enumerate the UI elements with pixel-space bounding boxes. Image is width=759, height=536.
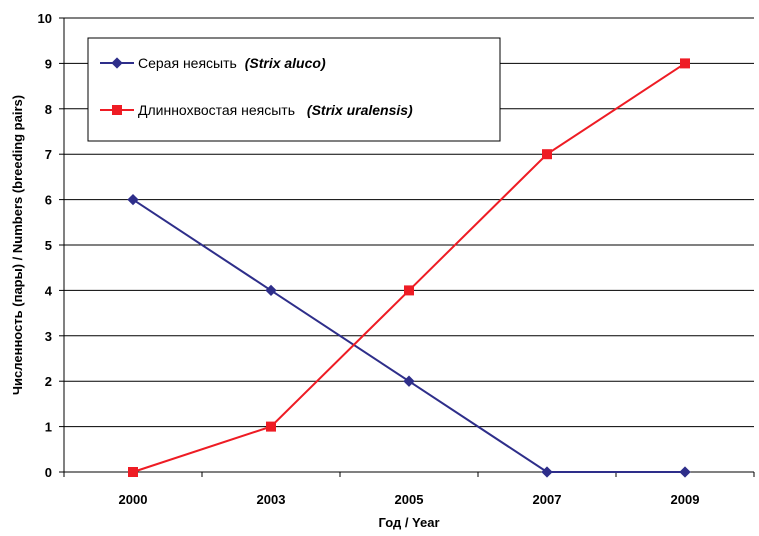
- legend-label-strix-uralensis: Длиннохвостая неясыть (Strix uralensis): [138, 102, 413, 118]
- x-tick-labels: 2000 2003 2005 2007 2009: [63, 472, 755, 507]
- legend: Серая неясыть (Strix aluco) Длиннохвоста…: [87, 37, 501, 142]
- y-tick-label: 5: [45, 238, 52, 253]
- y-tick-label: 0: [45, 465, 52, 480]
- data-point-diamond: [541, 466, 553, 478]
- y-tick-label: 1: [45, 420, 52, 435]
- data-point-diamond: [265, 284, 277, 297]
- y-tick-label: 7: [45, 147, 52, 162]
- legend-box: [87, 37, 501, 142]
- y-tick-label: 6: [45, 193, 52, 208]
- y-tick-label: 9: [45, 56, 52, 71]
- x-tick-label: 2005: [395, 492, 424, 507]
- y-tick-labels: 0 1 2 3 4 5 6 7 8 9 10: [38, 11, 64, 480]
- x-tick-label: 2000: [119, 492, 148, 507]
- y-axis-label: Численность (пары) / Numbers (breeding p…: [10, 95, 25, 395]
- legend-label-strix-aluco: Серая неясыть (Strix aluco): [138, 55, 326, 71]
- legend-name-strix-aluco: Серая неясыть: [138, 55, 237, 71]
- series-group: [127, 58, 691, 478]
- data-point-square: [128, 467, 138, 477]
- y-tick-label: 2: [45, 374, 52, 389]
- data-point-diamond: [403, 375, 415, 387]
- data-point-square: [404, 285, 414, 296]
- data-point-square: [266, 421, 276, 432]
- x-tick-label: 2009: [671, 492, 700, 507]
- x-axis-label: Год / Year: [378, 515, 439, 530]
- y-tick-label: 8: [45, 102, 52, 117]
- y-tick-label: 4: [45, 283, 53, 298]
- legend-marker-strix-uralensis: [112, 105, 122, 115]
- data-point-square: [542, 149, 552, 160]
- data-point-diamond: [679, 466, 691, 478]
- y-tick-label: 10: [38, 11, 52, 26]
- data-point-square: [680, 58, 690, 69]
- y-tick-label: 3: [45, 329, 52, 344]
- x-tick-label: 2003: [257, 492, 286, 507]
- legend-name-strix-uralensis: Длиннохвостая неясыть: [138, 102, 295, 118]
- legend-sci-strix-aluco: (Strix aluco): [245, 55, 326, 71]
- legend-sci-strix-uralensis: (Strix uralensis): [307, 102, 413, 118]
- data-point-diamond: [127, 193, 139, 206]
- x-tick-label: 2007: [533, 492, 562, 507]
